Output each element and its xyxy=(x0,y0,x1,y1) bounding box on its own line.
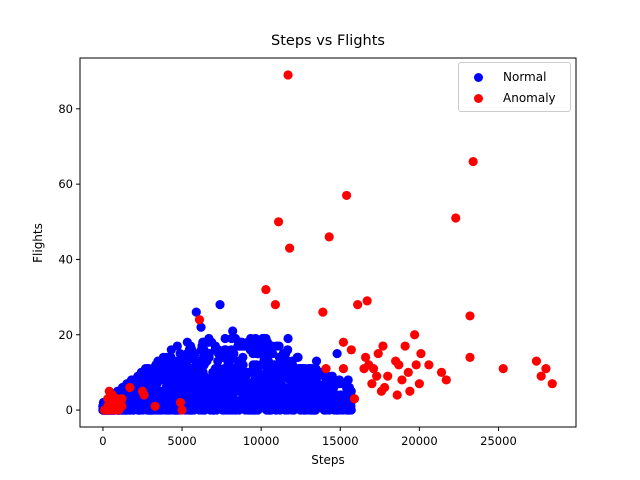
x-axis-label: Steps xyxy=(311,453,345,467)
svg-text:40: 40 xyxy=(58,252,73,266)
axes-frame xyxy=(79,57,577,428)
svg-text:20: 20 xyxy=(58,328,73,342)
chart-title: Steps vs Flights xyxy=(271,33,385,49)
data-points xyxy=(98,70,557,415)
x-axis-ticks: 0 5000 10000 15000 20000 25000 xyxy=(99,427,517,448)
y-axis-ticks: 0 20 40 60 80 xyxy=(58,102,80,417)
svg-text:20000: 20000 xyxy=(401,434,438,448)
legend-item-normal: Normal xyxy=(459,68,546,86)
normal-marker-icon xyxy=(474,72,483,82)
svg-text:5000: 5000 xyxy=(167,434,196,448)
svg-text:10000: 10000 xyxy=(243,434,280,448)
svg-text:80: 80 xyxy=(58,102,73,116)
svg-text:0: 0 xyxy=(66,403,73,417)
y-axis-label: Flights xyxy=(31,223,45,263)
svg-text:15000: 15000 xyxy=(322,434,359,448)
legend: Normal Anomaly xyxy=(458,62,571,112)
legend-label-anomaly: Anomaly xyxy=(503,91,556,105)
legend-label-normal: Normal xyxy=(503,70,547,84)
svg-text:25000: 25000 xyxy=(480,434,517,448)
legend-item-anomaly: Anomaly xyxy=(459,89,556,107)
svg-text:0: 0 xyxy=(99,434,106,448)
anomaly-marker-icon xyxy=(474,93,483,103)
svg-text:60: 60 xyxy=(58,177,73,191)
